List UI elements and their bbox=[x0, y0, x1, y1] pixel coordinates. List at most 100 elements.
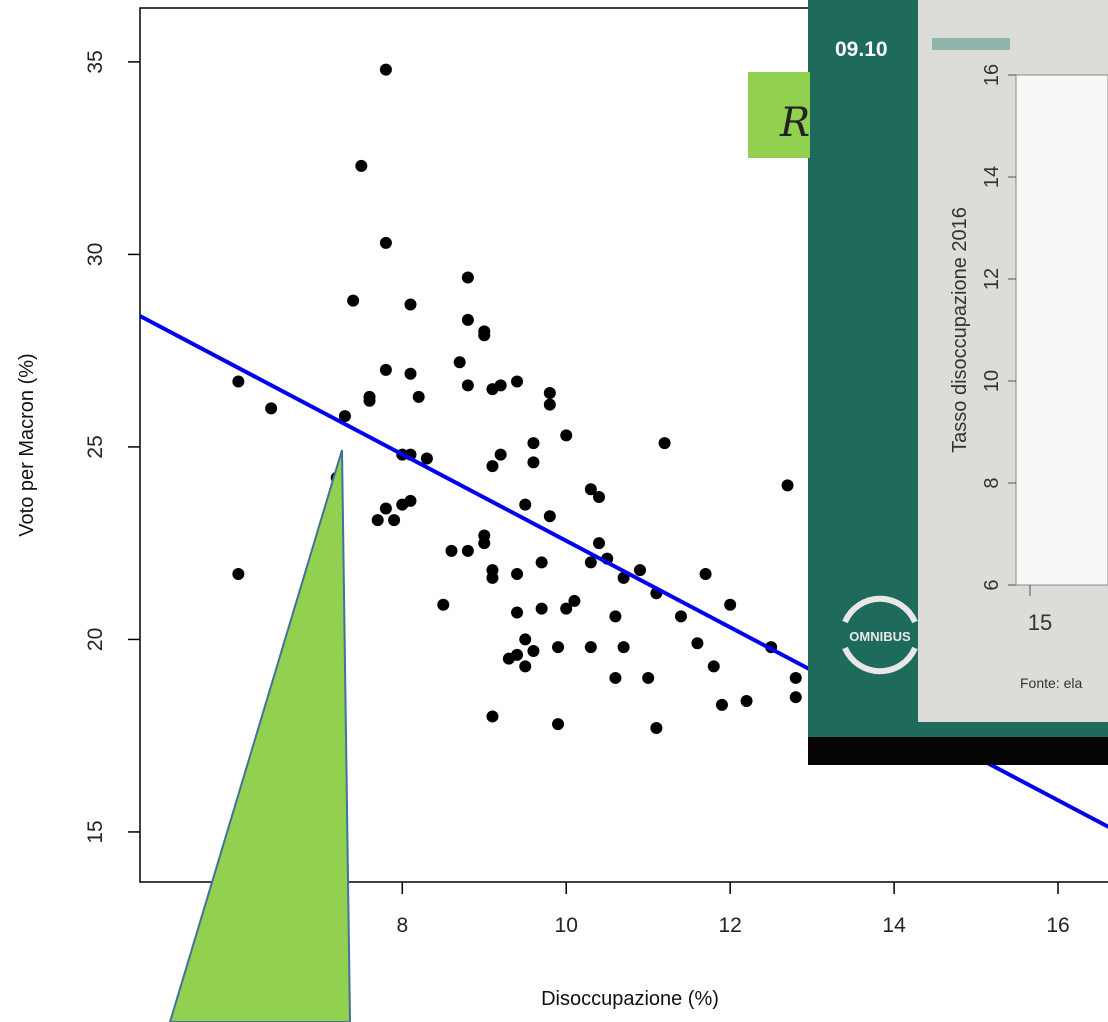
plot-area bbox=[139, 7, 1108, 883]
data-point bbox=[519, 633, 532, 646]
data-point bbox=[568, 594, 581, 607]
data-point bbox=[584, 641, 597, 654]
data-point bbox=[486, 460, 499, 473]
inset-x-tick: 15 bbox=[1028, 610, 1052, 635]
data-point bbox=[379, 236, 392, 249]
inset-y-tick-label: 16 bbox=[981, 64, 1003, 86]
data-point bbox=[404, 367, 417, 380]
data-point bbox=[543, 510, 556, 523]
x-tick-label: 8 bbox=[396, 914, 408, 937]
inset-blurred-text bbox=[932, 38, 1010, 50]
data-point bbox=[494, 448, 507, 461]
inset-y-tick-label: 6 bbox=[981, 579, 1003, 590]
data-point bbox=[461, 271, 474, 284]
y-tick-label: 15 bbox=[84, 820, 107, 843]
data-point bbox=[543, 387, 556, 400]
data-point bbox=[650, 721, 663, 734]
data-point bbox=[511, 375, 524, 388]
data-point bbox=[593, 537, 606, 550]
data-point bbox=[519, 498, 532, 511]
data-point bbox=[789, 671, 802, 684]
data-point bbox=[379, 63, 392, 76]
data-point bbox=[478, 329, 491, 342]
x-axis-label: Disoccupazione (%) bbox=[541, 988, 719, 1010]
inset-bottom-bar bbox=[808, 737, 1108, 765]
inset-plot-area bbox=[1015, 74, 1108, 586]
formula-text: R bbox=[779, 100, 810, 146]
data-point bbox=[461, 313, 474, 326]
data-point bbox=[265, 402, 278, 415]
x-tick-label: 16 bbox=[1046, 914, 1069, 937]
data-point bbox=[355, 159, 368, 172]
data-point bbox=[232, 375, 245, 388]
data-point bbox=[724, 598, 737, 611]
data-point bbox=[527, 456, 540, 469]
data-points bbox=[232, 63, 802, 734]
data-point bbox=[707, 660, 720, 673]
y-tick-label: 35 bbox=[84, 50, 107, 73]
data-point bbox=[642, 671, 655, 684]
omnibus-logo: OMNIBUS bbox=[842, 595, 918, 675]
data-point bbox=[420, 452, 433, 465]
data-point bbox=[552, 718, 565, 731]
inset-y-tick-label: 14 bbox=[981, 166, 1003, 188]
data-point bbox=[740, 695, 753, 708]
data-point bbox=[379, 502, 392, 515]
data-point bbox=[609, 671, 622, 684]
data-point bbox=[232, 567, 245, 580]
data-point bbox=[699, 567, 712, 580]
inset-y-tick-label: 8 bbox=[981, 477, 1003, 488]
data-point bbox=[388, 514, 401, 527]
inset-y-tick-label: 10 bbox=[981, 370, 1003, 392]
data-point bbox=[593, 490, 606, 503]
y-tick-label: 30 bbox=[84, 243, 107, 266]
data-point bbox=[519, 660, 532, 673]
x-tick-label: 10 bbox=[555, 914, 578, 937]
data-point bbox=[560, 602, 573, 615]
data-point bbox=[527, 644, 540, 657]
logo-text: OMNIBUS bbox=[849, 629, 911, 644]
data-point bbox=[404, 298, 417, 311]
data-point bbox=[486, 710, 499, 723]
data-point bbox=[617, 641, 630, 654]
data-point bbox=[338, 410, 351, 423]
data-point bbox=[363, 394, 376, 407]
data-point bbox=[691, 637, 704, 650]
data-point bbox=[527, 437, 540, 450]
inset-screenshot: 09.10 Tasso disoccupazione 2016 6 8 10 12 14… bbox=[748, 0, 1108, 765]
data-point bbox=[371, 514, 384, 527]
formula-box bbox=[748, 72, 810, 158]
data-point bbox=[584, 556, 597, 569]
inset-y-tick-label: 12 bbox=[981, 268, 1003, 290]
data-point bbox=[437, 598, 450, 611]
y-tick-label: 20 bbox=[84, 628, 107, 651]
callout-shape bbox=[168, 449, 352, 1022]
data-point bbox=[543, 398, 556, 411]
y-axis: 15 20 25 30 35 bbox=[84, 50, 140, 844]
data-point bbox=[511, 567, 524, 580]
data-point bbox=[453, 356, 466, 369]
inset-time: 09.10 bbox=[835, 38, 888, 61]
data-point bbox=[396, 498, 409, 511]
data-point bbox=[461, 544, 474, 557]
x-tick-label: 12 bbox=[718, 914, 741, 937]
inset-y-label: Tasso disoccupazione 2016 bbox=[949, 207, 971, 453]
data-point bbox=[674, 610, 687, 623]
data-point bbox=[535, 556, 548, 569]
inset-y-ticks: 6 8 10 12 14 16 bbox=[981, 64, 1016, 591]
data-point bbox=[552, 641, 565, 654]
data-point bbox=[511, 606, 524, 619]
data-point bbox=[347, 294, 360, 307]
data-point bbox=[584, 483, 597, 496]
data-point bbox=[634, 564, 646, 577]
data-point bbox=[478, 537, 491, 550]
data-point bbox=[412, 390, 425, 403]
data-point bbox=[486, 383, 499, 396]
data-point bbox=[609, 610, 622, 623]
data-point bbox=[445, 544, 458, 557]
data-point bbox=[461, 379, 474, 392]
data-point bbox=[502, 652, 515, 665]
data-point bbox=[715, 698, 728, 711]
data-point bbox=[379, 363, 392, 376]
